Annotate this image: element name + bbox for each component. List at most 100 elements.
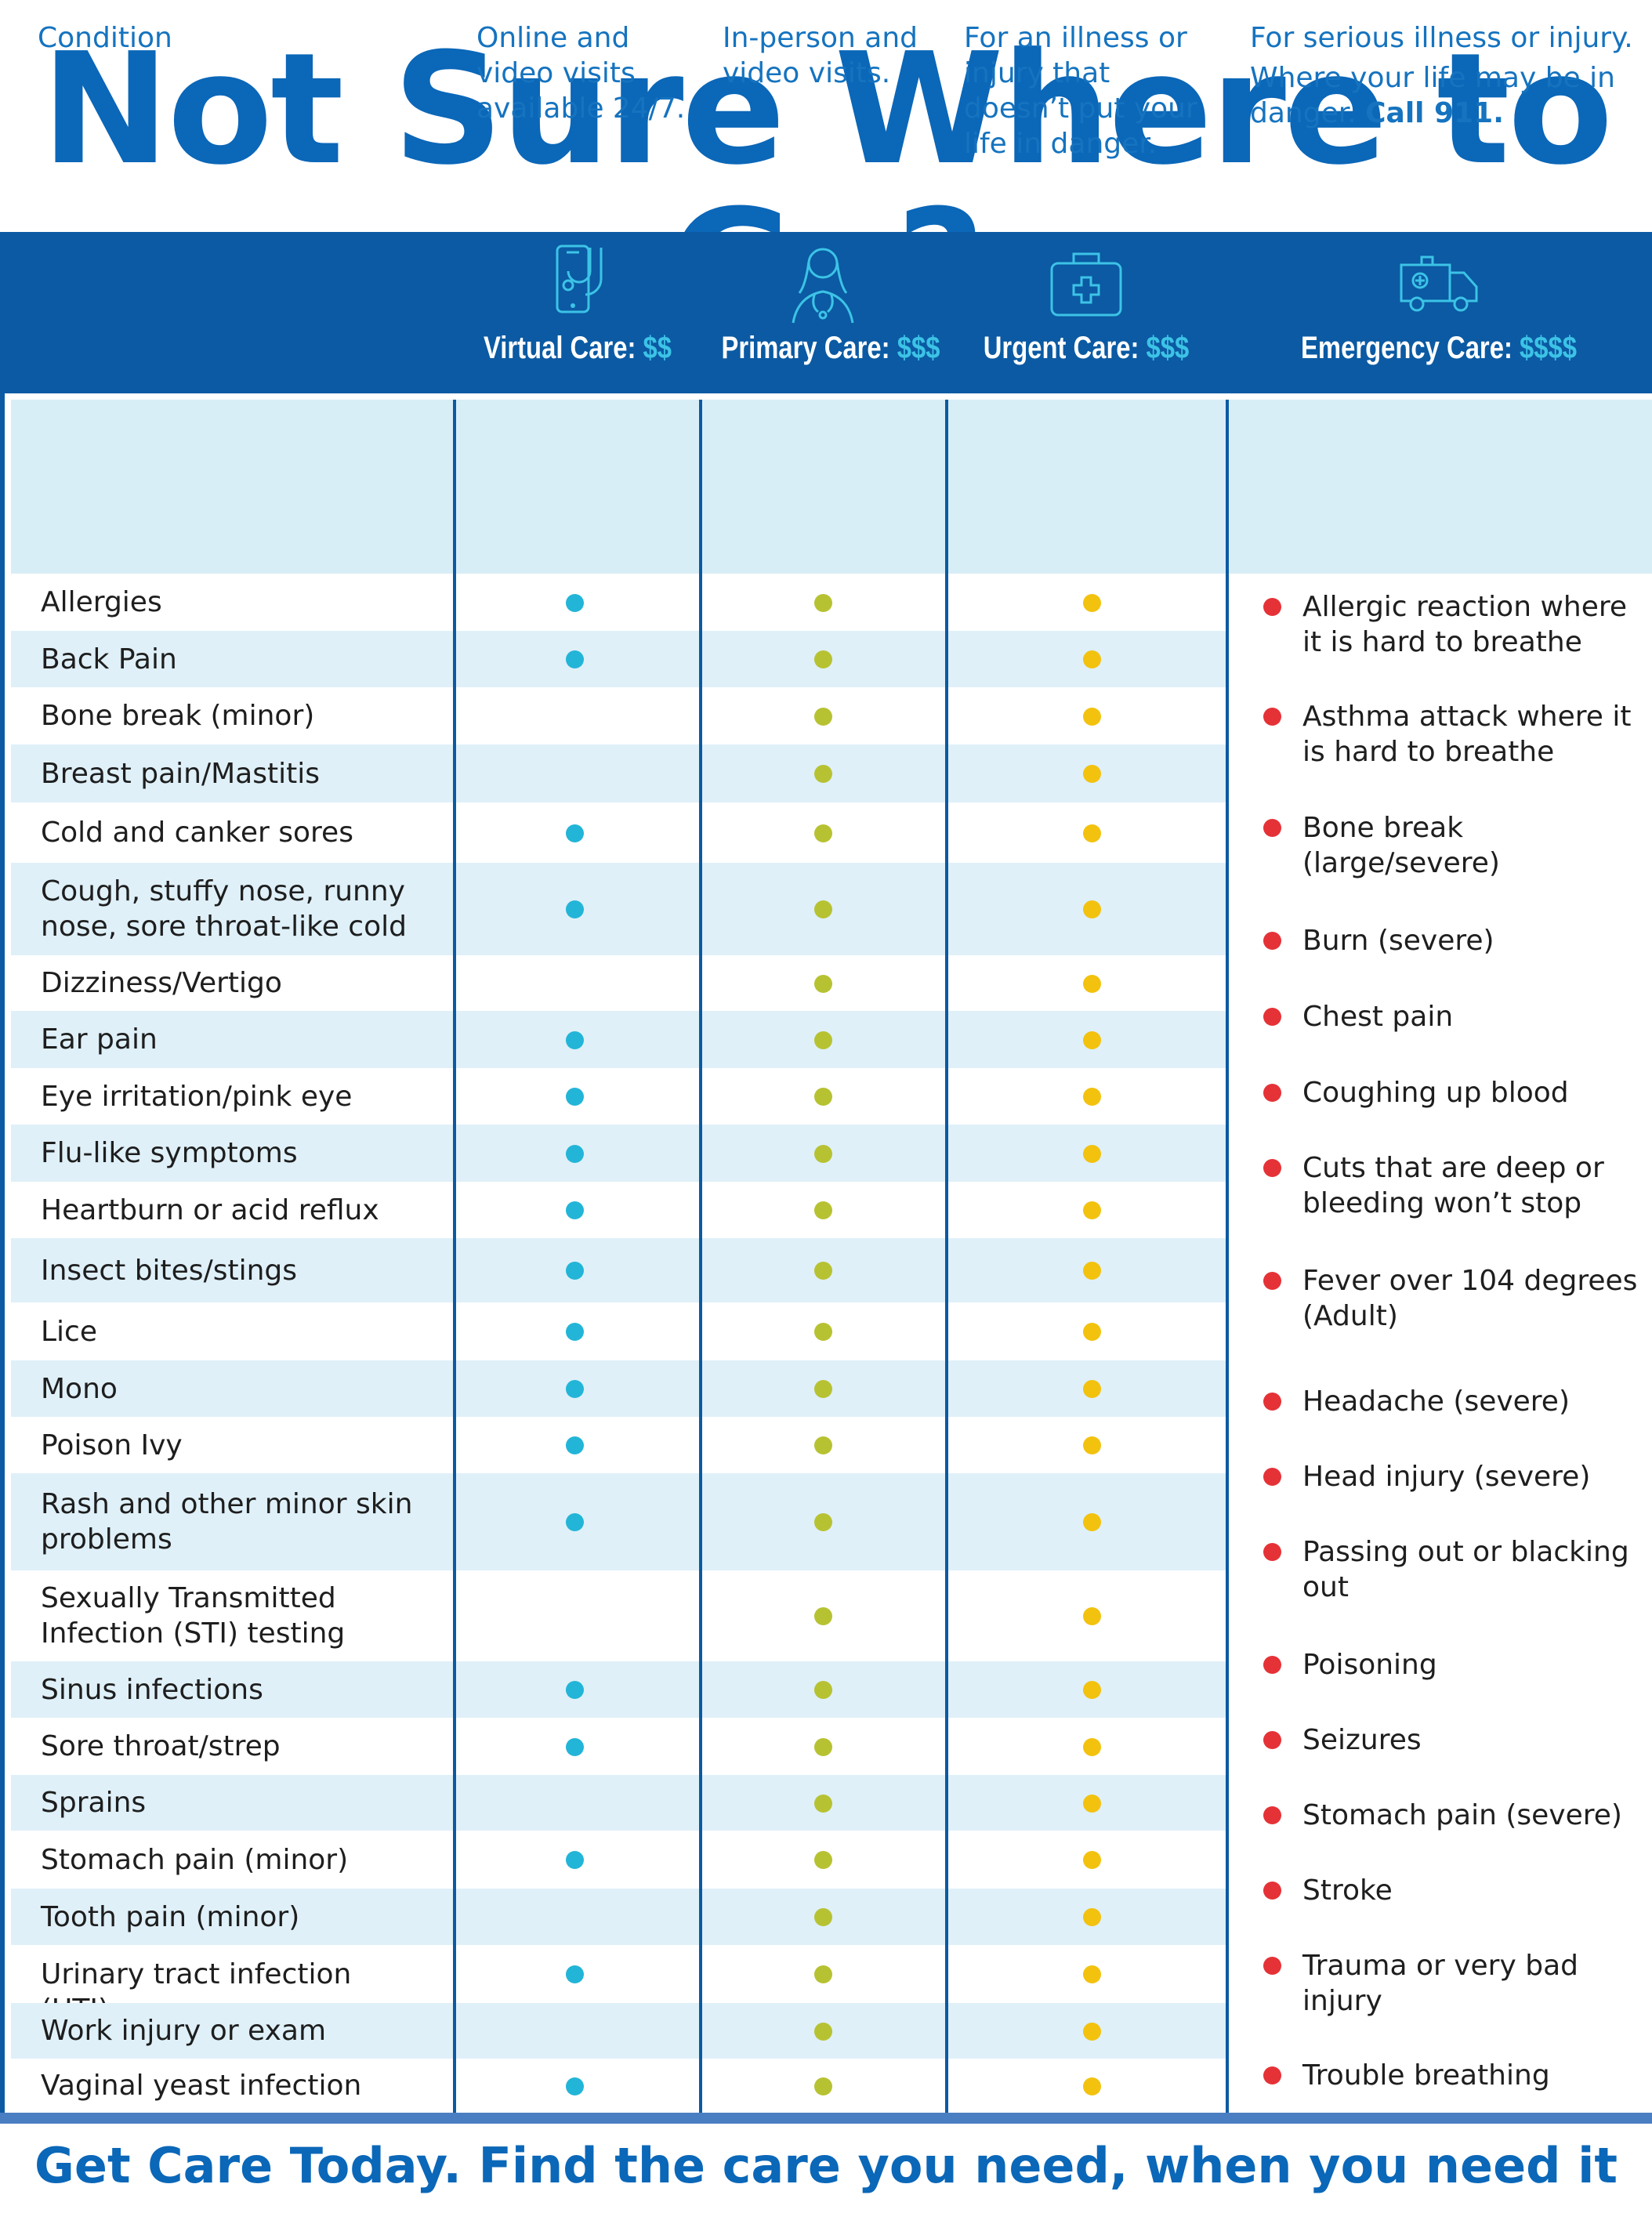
condition-name: Eye irritation/pink eye	[41, 1081, 353, 1113]
virtual-care-dot	[566, 1681, 584, 1699]
table-row: Flu-like symptoms	[11, 1125, 1227, 1182]
emergency-dot	[1263, 1272, 1281, 1290]
emergency-dot	[1263, 819, 1281, 837]
condition-name: Sexually Transmitted Infection (STI) tes…	[41, 1582, 346, 1650]
urgent-care-dot	[1083, 1436, 1101, 1454]
urgent-care-dot	[1083, 1262, 1101, 1280]
description-row	[11, 400, 1652, 574]
primary-care-dot	[814, 1794, 832, 1813]
emergency-condition: Poisoning	[1302, 1649, 1437, 1681]
header-emergency-care: Emergency Care: $$$$	[1226, 232, 1652, 393]
virtual-care-dot	[566, 824, 584, 842]
primary-care-dot	[814, 765, 832, 783]
table-row: Back Pain	[11, 631, 1227, 687]
primary-care-dot	[814, 1380, 832, 1398]
table-row: Cough, stuffy nose, runny nose, sore thr…	[11, 863, 1227, 955]
table-row: Breast pain/Mastitis	[11, 744, 1227, 802]
table-row: Cold and canker sores	[11, 802, 1227, 863]
emergency-condition: Bone break (large/severe)	[1302, 812, 1500, 879]
table-row: Urinary tract infection (UTI)	[11, 1945, 1227, 2026]
primary-care-dot	[814, 1851, 832, 1869]
urgent-care-dot	[1083, 593, 1101, 612]
urgent-care-dot	[1083, 707, 1101, 726]
footer-divider	[0, 2113, 1652, 2124]
primary-care-dot	[814, 1513, 832, 1531]
primary-care-label: Primary Care: $$$	[721, 331, 940, 365]
virtual-care-dot	[566, 1030, 584, 1049]
emergency-dot	[1263, 1008, 1281, 1026]
virtual-care-dot	[566, 1088, 584, 1106]
primary-care-dot	[814, 650, 832, 668]
urgent-care-label: Urgent Care: $$$	[983, 331, 1190, 365]
primary-care-dot	[814, 1262, 832, 1280]
table-row: Sore throat/strep	[11, 1718, 1227, 1775]
table-row: Lice	[11, 1302, 1227, 1360]
virtual-care-dot	[566, 1737, 584, 1756]
emergency-condition: Stroke	[1302, 1874, 1393, 1907]
condition-name: Sinus infections	[41, 1674, 263, 1706]
emergency-condition: Passing out or blacking out	[1302, 1536, 1629, 1603]
virtual-care-dot	[566, 900, 584, 918]
urgent-care-dot	[1083, 1607, 1101, 1625]
condition-name: Cough, stuffy nose, runny nose, sore thr…	[41, 875, 407, 943]
condition-name: Sore throat/strep	[41, 1730, 281, 1762]
emergency-condition: Headache (severe)	[1302, 1385, 1570, 1418]
table-row: Eye irritation/pink eye	[11, 1068, 1227, 1125]
urgent-care-dot	[1083, 1681, 1101, 1699]
emergency-description-line-2: Where your life may be in danger. Call 9…	[1250, 62, 1615, 129]
emergency-dot	[1263, 1393, 1281, 1411]
emergency-dot	[1263, 1731, 1281, 1749]
virtual-care-dot	[566, 1965, 584, 1983]
urgent-care-dot	[1083, 1737, 1101, 1756]
emergency-dot	[1263, 1957, 1281, 1975]
emergency-dot	[1263, 1159, 1281, 1177]
table-row: Mono	[11, 1360, 1227, 1417]
urgent-care-dot	[1083, 824, 1101, 842]
primary-care-dot	[814, 1965, 832, 1983]
emergency-condition: Fever over 104 degrees (Adult)	[1302, 1265, 1638, 1332]
primary-care-dot	[814, 900, 832, 918]
emergency-dot	[1263, 932, 1281, 950]
column-divider-4	[1226, 400, 1229, 2113]
table-row: Rash and other minor skin problems	[11, 1473, 1227, 1570]
emergency-condition: Cuts that are deep or bleeding won’t sto…	[1302, 1152, 1604, 1219]
virtual-care-dot	[566, 650, 584, 668]
table-row: Tooth pain (minor)	[11, 1889, 1227, 1945]
table-row: Dizziness/Vertigo	[11, 955, 1227, 1011]
primary-care-dot	[814, 1088, 832, 1106]
condition-name: Rash and other minor skin problems	[41, 1488, 413, 1556]
urgent-care-dot	[1083, 650, 1101, 668]
virtual-care-dot	[566, 1144, 584, 1163]
urgent-care-dot	[1083, 1908, 1101, 1926]
virtual-care-description: Online and video visits available 24/7.	[476, 22, 686, 125]
emergency-dot	[1263, 708, 1281, 726]
table-row: Sprains	[11, 1775, 1227, 1831]
table-row: Sexually Transmitted Infection (STI) tes…	[11, 1570, 1227, 1661]
primary-care-dot	[814, 1201, 832, 1219]
virtual-care-dot	[566, 2077, 584, 2095]
care-header-band: Virtual Care: $$ Primary Care: $$$ Urgen…	[0, 232, 1652, 393]
table-row: Stomach pain (minor)	[11, 1831, 1227, 1889]
table-left-border	[0, 232, 5, 2113]
condition-name: Cold and canker sores	[41, 817, 353, 849]
condition-name: Allergies	[41, 586, 162, 618]
condition-column-header: Condition	[38, 22, 172, 54]
emergency-condition: Allergic reaction where it is hard to br…	[1302, 591, 1628, 658]
emergency-condition: Head injury (severe)	[1302, 1461, 1591, 1493]
emergency-condition: Chest pain	[1302, 1001, 1454, 1033]
primary-care-dot	[814, 1737, 832, 1756]
urgent-care-dot	[1083, 1144, 1101, 1163]
column-divider-1	[453, 400, 456, 2113]
emergency-condition: Asthma attack where it is hard to breath…	[1302, 701, 1632, 768]
emergency-dot	[1263, 1882, 1281, 1900]
primary-care-dot	[814, 2077, 832, 2095]
table-row: Work injury or exam	[11, 2003, 1227, 2059]
urgent-care-dot	[1083, 1323, 1101, 1341]
primary-care-dot	[814, 1436, 832, 1454]
virtual-care-dot	[566, 1323, 584, 1341]
urgent-care-dot	[1083, 900, 1101, 918]
urgent-care-dot	[1083, 1965, 1101, 1983]
primary-care-dot	[814, 1030, 832, 1049]
emergency-description-line-1: For serious illness or injury.	[1250, 22, 1633, 54]
condition-name: Poison Ivy	[41, 1429, 183, 1461]
